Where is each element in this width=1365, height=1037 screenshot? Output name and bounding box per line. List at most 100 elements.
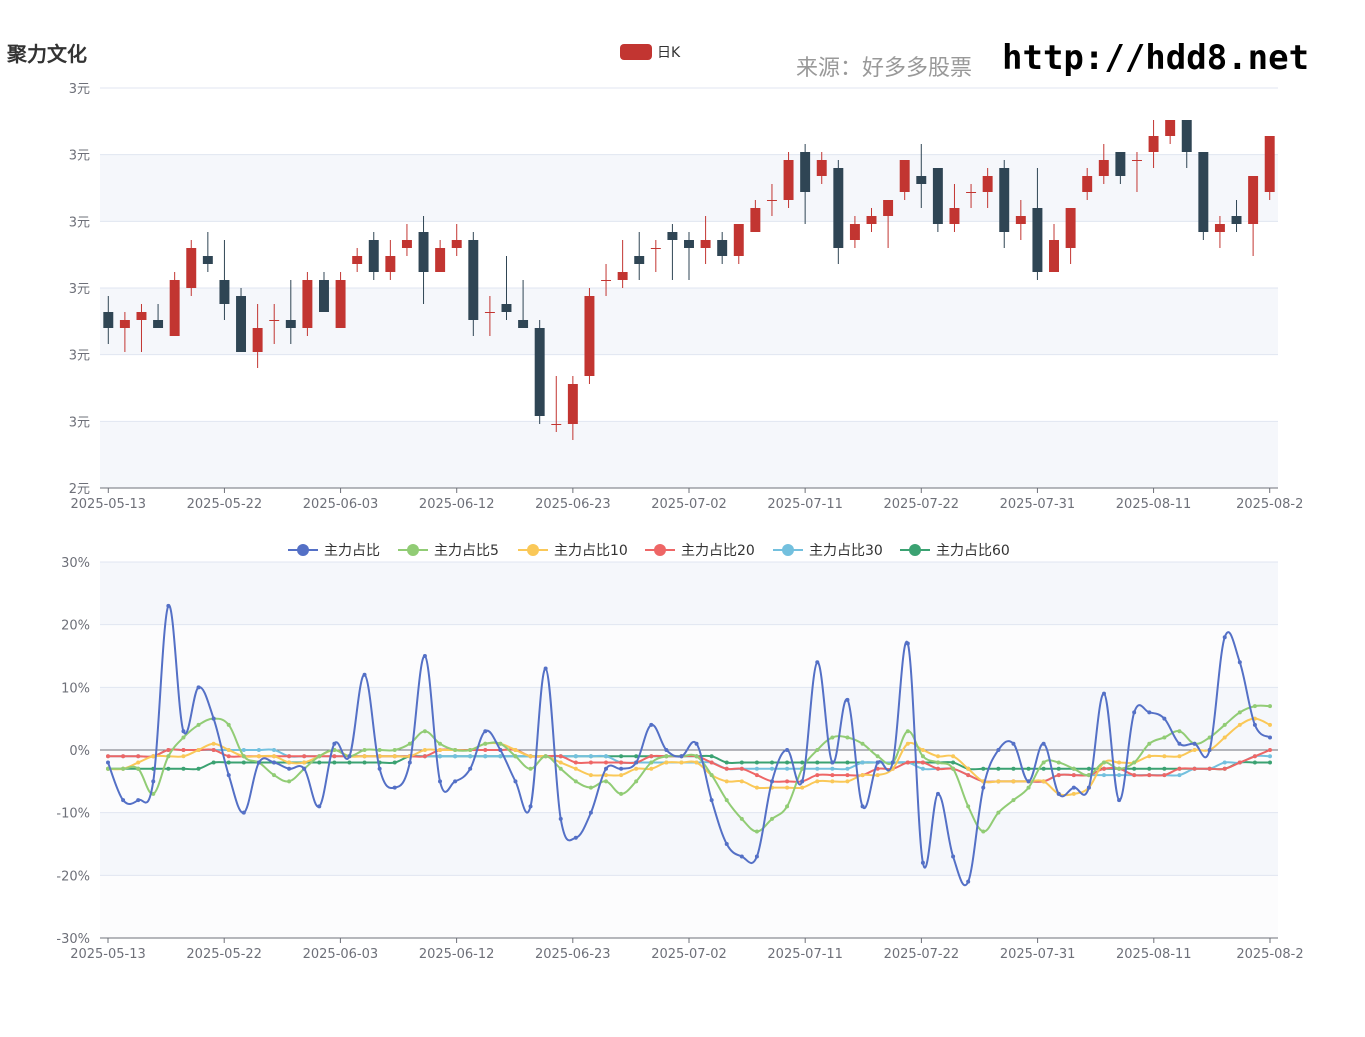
candle-body [1049,240,1059,272]
series-point-2 [1041,779,1046,784]
series-point-3 [830,773,835,778]
candle-body [136,312,147,320]
series-point-1 [770,816,774,821]
series-point-0 [1147,710,1152,715]
candle-body [534,328,545,416]
kline-y-tick-label: 3元 [69,149,90,164]
series-point-3 [1207,766,1212,771]
series-point-0 [272,760,276,765]
series-point-5 [785,760,790,765]
candle-body [401,240,412,248]
series-point-1 [604,779,608,784]
candle-body [451,240,462,248]
candle-body [169,280,180,336]
series-point-4 [845,766,850,771]
legend-dot-2 [527,544,539,556]
series-point-2 [754,785,759,790]
series-point-2 [588,773,593,778]
series-point-4 [1102,773,1106,778]
series-point-1 [513,754,518,759]
kline-x-tick-label: 2025-06-23 [535,497,611,512]
series-point-3 [709,760,714,765]
candle-body [1148,136,1159,152]
series-point-0 [377,766,382,771]
candle-body [302,280,313,328]
series-point-0 [196,685,201,690]
candle-body [418,232,429,272]
series-point-3 [106,754,110,759]
line-grid-band [100,812,1278,876]
series-point-4 [1268,754,1272,759]
series-point-4 [573,754,578,759]
candle-body [949,208,960,224]
candle-body [800,152,811,192]
series-point-2 [966,766,971,771]
candle-body [932,168,943,224]
series-point-3 [1056,773,1061,778]
candle-body [319,280,329,312]
series-point-3 [815,773,820,778]
series-point-4 [272,748,276,752]
candle-body [650,248,661,249]
series-point-0 [770,779,774,784]
series-point-5 [166,766,171,771]
series-point-0 [121,798,126,803]
series-point-1 [905,729,910,734]
series-point-2 [800,785,805,790]
series-point-4 [468,754,473,759]
series-point-5 [996,766,1001,771]
series-point-0 [468,766,473,771]
candle-body [1248,176,1259,224]
kline-x-tick-label: 2025-08-11 [1116,497,1192,512]
candle-body [733,224,744,256]
candle-body [103,312,114,328]
series-point-0 [136,798,141,803]
series-point-0 [815,660,820,665]
candle-body [1115,152,1126,176]
series-point-2 [785,785,790,790]
series-point-1 [860,741,865,746]
series-point-3 [287,754,292,759]
series-point-4 [785,766,790,771]
series-point-5 [211,760,216,765]
series-point-4 [815,766,820,771]
series-point-2 [1147,754,1152,759]
candle-body [1198,152,1209,232]
series-point-1 [1041,760,1046,765]
series-point-5 [1041,766,1046,771]
series-point-1 [196,722,201,727]
kline-y-tick-label: 3元 [69,215,90,230]
series-point-2 [664,760,669,765]
series-point-0 [347,754,352,759]
line-x-tick-label: 2025-07-02 [651,947,727,962]
series-point-0 [1162,716,1167,721]
legend-dot-4 [782,544,794,556]
series-point-2 [1222,735,1227,740]
candle-body [119,320,130,328]
series-point-0 [498,748,503,752]
series-point-4 [920,766,925,771]
source-label: 来源：好多多股票 [796,56,973,81]
series-point-0 [634,760,639,765]
candle-body [899,160,910,192]
series-point-0 [664,748,669,752]
legend-series-label-1: 主力占比5 [434,543,499,559]
series-point-0 [453,779,458,784]
line-x-tick-label: 2025-05-22 [186,947,262,962]
series-point-3 [785,779,790,784]
series-point-2 [272,754,276,759]
series-point-5 [815,760,820,765]
line-y-tick-label: -20% [56,869,90,884]
series-point-1 [166,754,171,759]
candle-body [717,240,728,256]
series-point-1 [453,748,458,752]
series-point-0 [951,854,956,859]
series-point-2 [724,779,729,784]
series-point-2 [196,748,201,752]
candle-body [982,176,993,192]
series-point-2 [287,760,292,765]
series-point-3 [422,754,427,759]
series-point-0 [573,835,578,840]
candle-body [966,192,977,193]
series-point-0 [332,741,337,746]
